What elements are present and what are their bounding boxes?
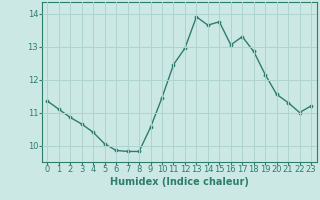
X-axis label: Humidex (Indice chaleur): Humidex (Indice chaleur) bbox=[110, 177, 249, 187]
